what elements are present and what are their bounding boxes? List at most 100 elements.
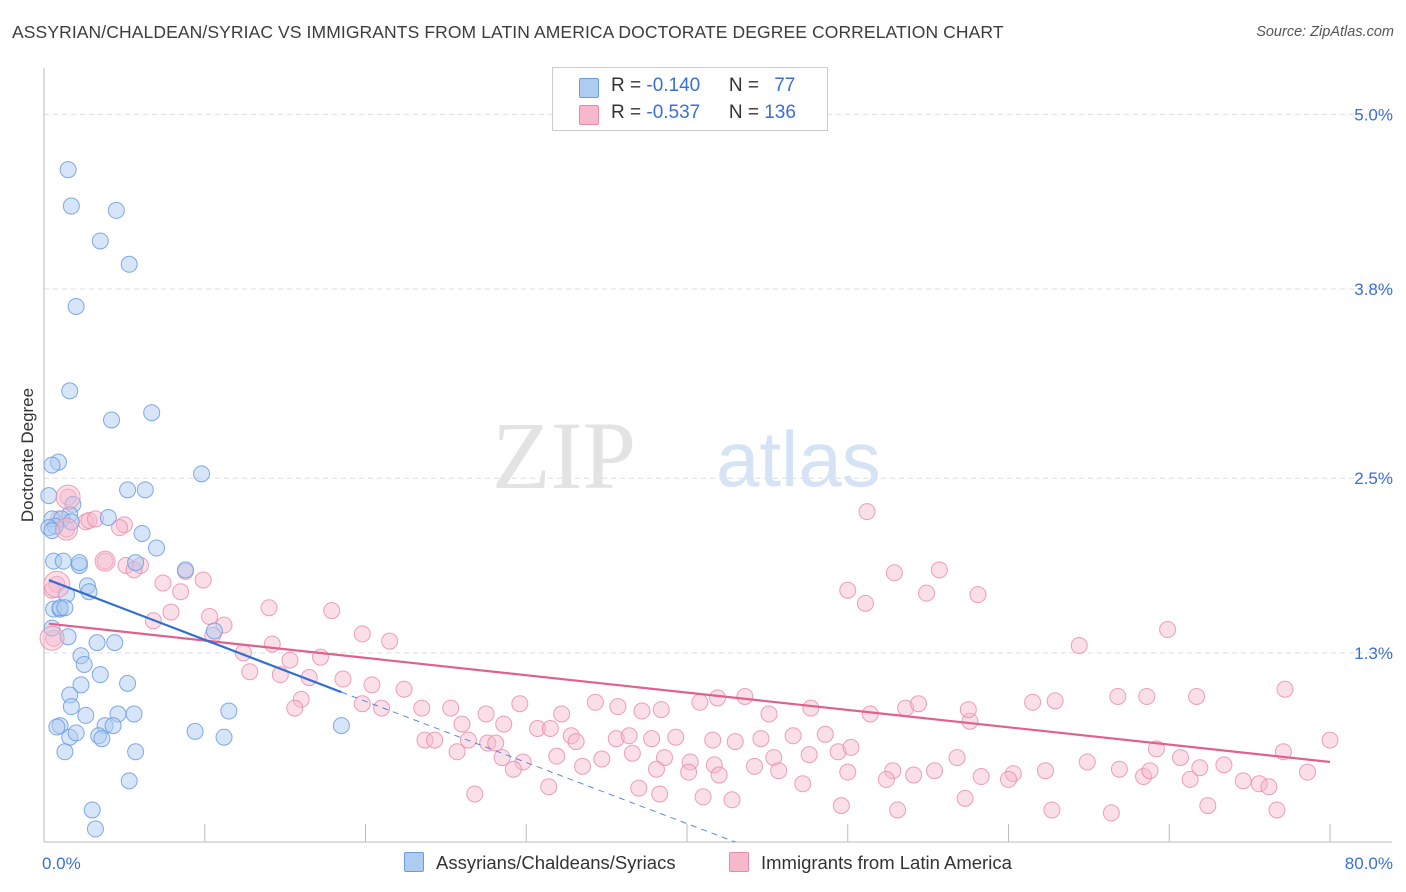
data-point-latin-america: [1188, 687, 1206, 705]
data-point-latin-america: [620, 727, 638, 745]
trend-line-assyrian: [48, 579, 342, 694]
data-point-latin-america: [593, 750, 611, 768]
data-point-latin-america: [905, 766, 923, 784]
data-point-assyrian: [205, 622, 223, 640]
data-point-assyrian: [93, 730, 111, 748]
data-point-latin-america: [752, 730, 770, 748]
data-point-latin-america: [241, 663, 259, 681]
data-point-latin-america: [43, 570, 71, 598]
data-point-latin-america: [548, 747, 566, 765]
data-point-latin-america: [918, 584, 936, 602]
data-point-latin-america: [1191, 759, 1209, 777]
y-axis-label: Doctorate Degree: [18, 387, 37, 523]
legend-label-assyrian: Assyrians/Chaldeans/Syriacs: [436, 852, 676, 873]
data-point-latin-america: [115, 516, 133, 534]
source-label: Source: ZipAtlas.com: [1256, 24, 1394, 40]
data-point-latin-america: [694, 788, 712, 806]
data-point-latin-america: [839, 763, 857, 781]
data-point-latin-america: [466, 785, 484, 803]
data-point-latin-america: [704, 731, 722, 749]
data-point-latin-america: [842, 738, 860, 756]
data-point-assyrian: [99, 508, 117, 526]
data-point-assyrian: [86, 820, 104, 838]
data-point-latin-america: [959, 701, 977, 719]
data-point-latin-america: [972, 768, 990, 786]
data-point-latin-america: [609, 698, 627, 716]
data-point-latin-america: [926, 762, 944, 780]
data-point-assyrian: [48, 718, 66, 736]
data-point-latin-america: [172, 583, 190, 601]
data-point-latin-america: [647, 760, 665, 778]
data-point-latin-america: [948, 749, 966, 767]
watermark-atlas: atlas: [716, 415, 881, 503]
data-point-latin-america: [856, 594, 874, 612]
data-point-assyrian: [91, 232, 109, 250]
data-point-latin-america: [201, 607, 219, 625]
data-point-assyrian: [332, 717, 350, 735]
data-point-latin-america: [709, 689, 727, 707]
data-point-latin-america: [529, 719, 547, 737]
data-point-latin-america: [723, 791, 741, 809]
y-tick-label: 5.0%: [1354, 105, 1393, 124]
data-point-latin-america: [477, 705, 495, 723]
data-point-latin-america: [885, 564, 903, 582]
data-point-latin-america: [1046, 692, 1064, 710]
data-point-latin-america: [1000, 770, 1017, 788]
data-point-latin-america: [770, 762, 788, 780]
data-point-latin-america: [111, 519, 129, 537]
data-point-latin-america: [426, 731, 444, 749]
data-point-latin-america: [691, 693, 709, 711]
data-point-latin-america: [286, 699, 304, 717]
data-point-latin-america: [1102, 804, 1120, 822]
data-point-latin-america: [760, 705, 778, 723]
data-point-latin-america: [281, 651, 299, 669]
data-point-latin-america: [540, 778, 558, 796]
data-point-assyrian: [62, 197, 80, 215]
data-point-latin-america: [395, 680, 413, 698]
data-point-latin-america: [1268, 801, 1286, 819]
y-tick-label: 1.3%: [1354, 644, 1393, 663]
data-point-latin-america: [567, 733, 585, 751]
data-point-latin-america: [96, 552, 114, 570]
data-point-latin-america: [802, 699, 820, 717]
data-point-latin-america: [1036, 762, 1054, 780]
data-point-latin-america: [55, 517, 79, 541]
data-point-latin-america: [652, 701, 670, 719]
data-point-latin-america: [334, 670, 352, 688]
data-point-latin-america: [930, 561, 948, 579]
data-point-assyrian: [83, 801, 101, 819]
data-point-latin-america: [373, 699, 391, 717]
trend-line-latin-america: [48, 622, 1331, 764]
data-point-latin-america: [1199, 797, 1217, 815]
data-point-latin-america: [1147, 740, 1165, 758]
data-point-latin-america: [323, 602, 341, 620]
data-point-latin-america: [553, 705, 571, 723]
data-point-assyrian: [136, 481, 154, 499]
data-point-latin-america: [514, 753, 532, 771]
data-point-latin-america: [643, 730, 661, 748]
data-point-latin-america: [1110, 760, 1128, 778]
data-point-latin-america: [607, 730, 625, 748]
data-point-assyrian: [77, 706, 95, 724]
data-point-assyrian: [88, 634, 106, 652]
data-point-assyrian: [61, 382, 79, 400]
data-point-assyrian: [43, 456, 61, 474]
data-point-latin-america: [574, 757, 592, 775]
legend-r-value: -0.537: [646, 102, 701, 123]
data-point-latin-america: [746, 757, 764, 775]
data-point-latin-america: [260, 599, 278, 617]
data-point-latin-america: [1109, 687, 1127, 705]
data-point-assyrian: [119, 674, 137, 692]
data-point-latin-america: [1234, 772, 1252, 790]
data-point-assyrian: [70, 554, 88, 572]
data-point-latin-america: [633, 702, 651, 720]
y-tick-label: 2.5%: [1354, 469, 1393, 488]
data-point-assyrian: [148, 539, 166, 557]
legend-item-assyrian: Assyrians/Chaldeans/Syriacs: [404, 852, 676, 874]
data-point-latin-america: [623, 744, 641, 762]
legend-r-label: R =: [611, 75, 647, 96]
data-point-assyrian: [103, 411, 121, 429]
data-point-latin-america: [453, 715, 471, 733]
data-point-latin-america: [765, 749, 783, 767]
data-point-latin-america: [1260, 778, 1278, 796]
